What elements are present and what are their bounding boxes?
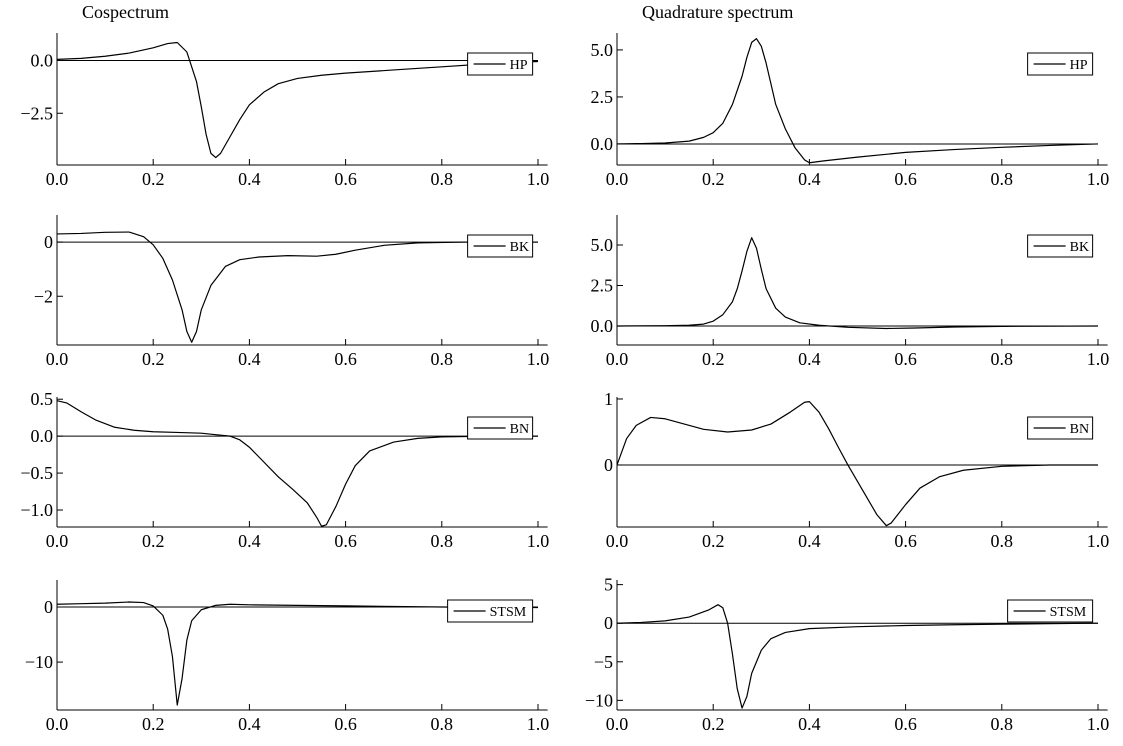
x-tick-label: 0.8 [431, 531, 454, 551]
y-tick-label: 0.0 [31, 50, 54, 70]
x-tick-label: 1.0 [1087, 169, 1110, 189]
subplot: 0.0 0.2 0.4 0.6 0.8 1.0 0 −10 STSM [25, 580, 549, 734]
x-tick-label: 1.0 [527, 714, 550, 734]
y-tick-label: −1.0 [20, 500, 53, 520]
x-tick-label: 0.2 [142, 531, 165, 551]
x-tick-label: 1.0 [1087, 531, 1110, 551]
subplot: Quadrature spectrum 0.0 0.2 0.4 0.6 0.8 1.0 5.0… [591, 2, 1110, 189]
legend-label: BN [510, 422, 529, 437]
x-tick-label: 1.0 [527, 531, 550, 551]
x-tick-label: 0.0 [606, 169, 629, 189]
x-tick-label: 0.8 [431, 714, 454, 734]
y-tick-label: 0.0 [591, 134, 614, 154]
y-tick-label: 2.5 [591, 87, 614, 107]
x-tick-label: 0.0 [606, 531, 629, 551]
x-tick-label: 0.8 [991, 714, 1014, 734]
legend-label: HP [1070, 58, 1088, 73]
series-line [616, 604, 1099, 709]
x-tick-label: 0.8 [431, 169, 454, 189]
x-tick-label: 0.6 [334, 531, 357, 551]
legend-box [1007, 599, 1094, 623]
x-tick-label: 0.2 [702, 531, 725, 551]
x-tick-label: 0.8 [991, 169, 1014, 189]
x-tick-label: 0.6 [334, 714, 357, 734]
x-tick-label: 0.4 [798, 169, 821, 189]
x-tick-label: 1.0 [527, 169, 550, 189]
x-tick-label: 0.8 [991, 349, 1014, 369]
x-tick-label: 0.0 [46, 169, 69, 189]
y-tick-label: 0 [604, 455, 613, 475]
y-tick-label: 2.5 [591, 276, 614, 296]
x-tick-label: 0.6 [894, 531, 917, 551]
y-tick-label: −2 [34, 286, 53, 306]
legend-label: STSM [1050, 605, 1087, 620]
series-line [56, 400, 538, 527]
x-tick-label: 0.2 [142, 714, 165, 734]
subplot: 0.0 0.2 0.4 0.6 0.8 1.0 5 0 −5 −10 STSM [585, 575, 1109, 734]
x-tick-label: 1.0 [527, 349, 550, 369]
y-tick-label: 0 [604, 613, 613, 633]
x-tick-label: 0.8 [991, 531, 1014, 551]
x-tick-label: 0.4 [798, 349, 821, 369]
x-tick-label: 0.6 [894, 714, 917, 734]
y-tick-label: 5.0 [591, 40, 614, 60]
x-tick-label: 1.0 [1087, 349, 1110, 369]
x-tick-label: 0.6 [334, 349, 357, 369]
x-tick-label: 0.2 [142, 169, 165, 189]
y-tick-label: −10 [25, 652, 53, 672]
legend-label: STSM [490, 605, 527, 620]
x-tick-label: 0.2 [702, 349, 725, 369]
y-tick-label: 0.0 [591, 316, 614, 336]
y-tick-label: 0.5 [31, 389, 54, 409]
x-tick-label: 0.0 [606, 349, 629, 369]
series-line [56, 231, 538, 343]
subplot-title: Quadrature spectrum [642, 2, 793, 22]
x-tick-label: 0.2 [702, 714, 725, 734]
series-line [616, 401, 1098, 527]
y-tick-label: −10 [585, 690, 613, 710]
legend-label: BN [1070, 422, 1089, 437]
x-tick-label: 0.4 [238, 714, 261, 734]
x-tick-label: 1.0 [1087, 714, 1110, 734]
x-tick-label: 0.8 [431, 349, 454, 369]
y-tick-label: 0 [44, 232, 53, 252]
x-tick-label: 0.0 [46, 349, 69, 369]
subplot: 0.0 0.2 0.4 0.6 0.8 1.0 5.0 2.5 0.0 BK [591, 215, 1110, 369]
x-tick-label: 0.4 [238, 169, 261, 189]
y-tick-label: −0.5 [20, 463, 53, 483]
y-tick-label: 5.0 [591, 235, 614, 255]
y-tick-label: −5 [594, 652, 613, 672]
series-line [56, 41, 539, 159]
y-tick-label: 5 [604, 575, 613, 595]
x-tick-label: 0.6 [894, 349, 917, 369]
subplot: 0.0 0.2 0.4 0.6 0.8 1.0 0 −2 BK [34, 215, 549, 369]
series-line [616, 237, 1099, 330]
x-tick-label: 0.4 [238, 349, 261, 369]
x-tick-label: 0.0 [46, 714, 69, 734]
subplot: Cospectrum 0.0 0.2 0.4 0.6 0.8 1.0 0.0 −2.5 HP [20, 2, 549, 189]
x-tick-label: 0.2 [702, 169, 725, 189]
y-tick-label: 1 [604, 389, 613, 409]
y-tick-label: 0.0 [31, 426, 54, 446]
x-tick-label: 0.6 [894, 169, 917, 189]
y-tick-label: −2.5 [20, 103, 53, 123]
x-tick-label: 0.0 [606, 714, 629, 734]
legend-label: BK [510, 240, 529, 255]
series-line [56, 601, 539, 706]
legend-box [447, 599, 534, 623]
x-tick-label: 0.4 [238, 531, 261, 551]
subplot: 0.0 0.2 0.4 0.6 0.8 1.0 1 0 BN [604, 389, 1109, 551]
legend-label: BK [1070, 240, 1089, 255]
x-tick-label: 0.6 [334, 169, 357, 189]
x-tick-label: 0.2 [142, 349, 165, 369]
y-tick-label: 0 [44, 597, 53, 617]
x-tick-label: 0.0 [46, 531, 69, 551]
legend-label: HP [510, 58, 528, 73]
x-tick-label: 0.4 [798, 531, 821, 551]
x-tick-label: 0.4 [798, 714, 821, 734]
subplot: 0.0 0.2 0.4 0.6 0.8 1.0 0.5 0.0 −0.5 −1.0 BN [20, 389, 549, 551]
series-line [616, 38, 1099, 164]
subplot-title: Cospectrum [82, 2, 169, 22]
